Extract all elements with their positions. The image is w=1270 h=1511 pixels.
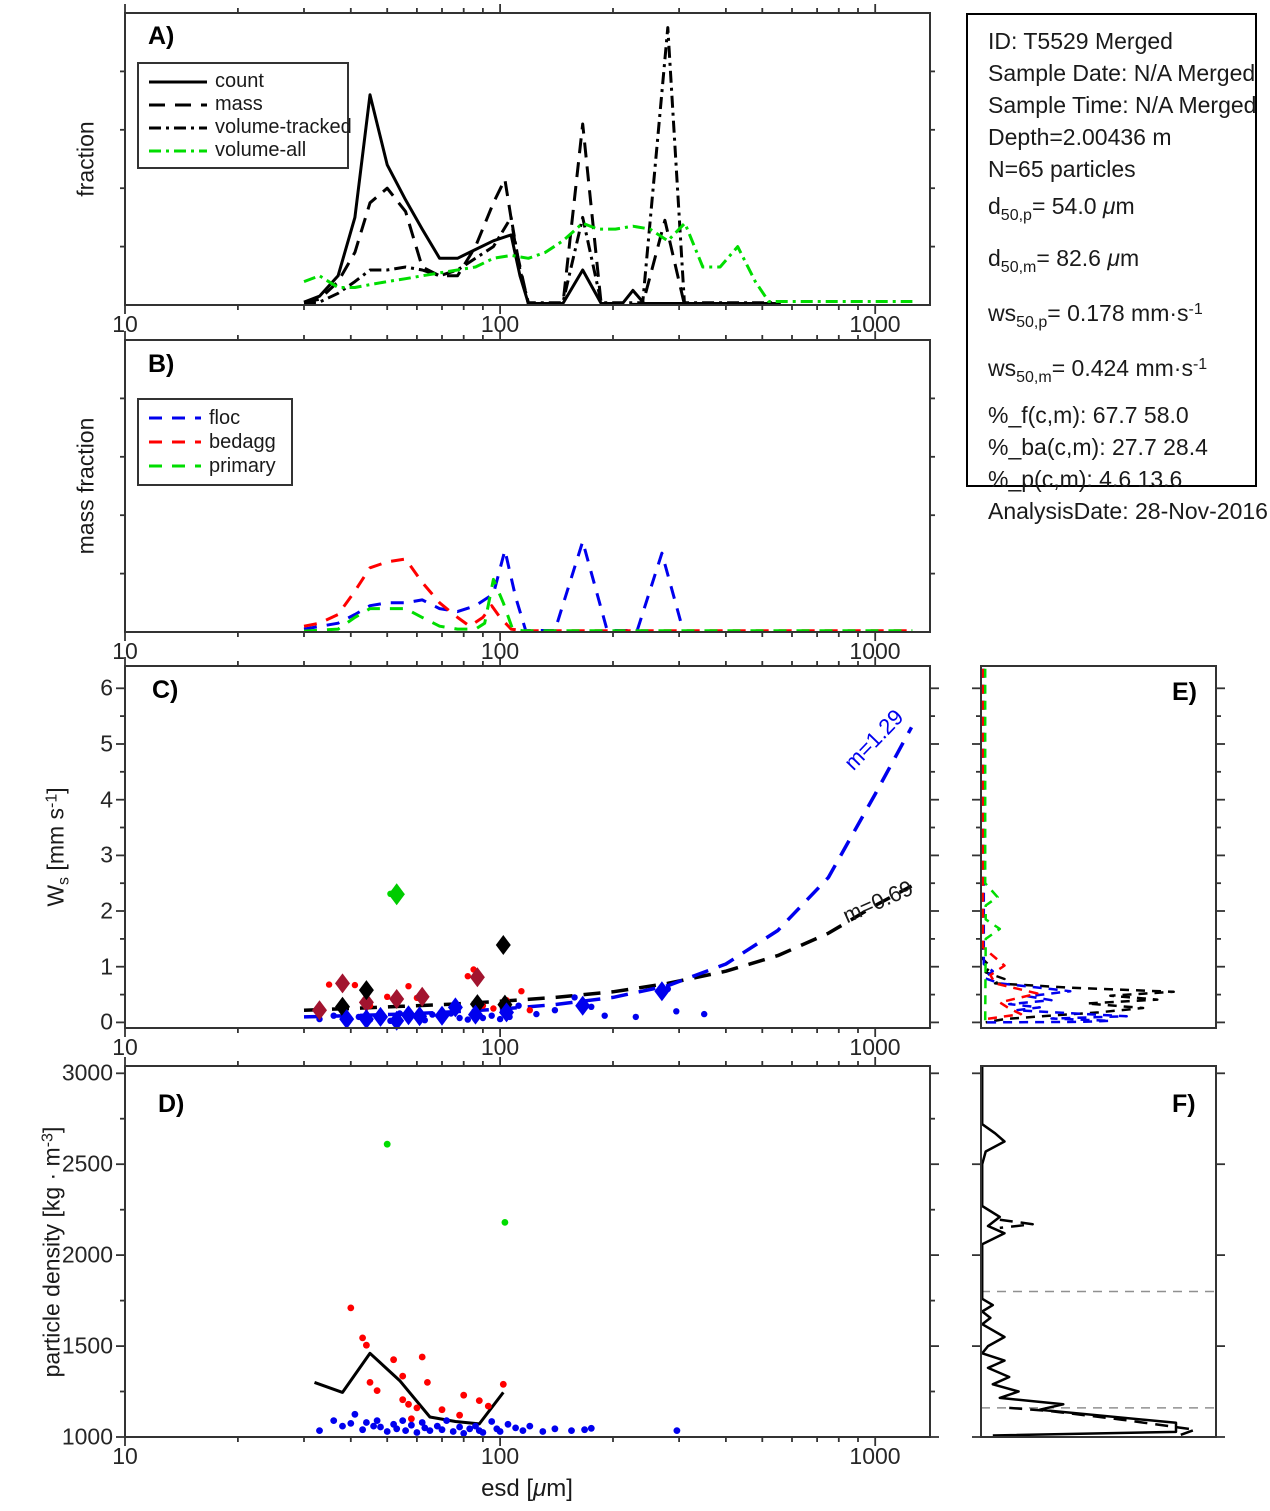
info-line: ws50,p= 0.178 mm·s-1 — [988, 300, 1203, 331]
xtick-label: 100 — [480, 638, 520, 664]
xtick-label: 1000 — [849, 638, 901, 664]
panel-a-ylabel: fraction — [72, 121, 99, 197]
mass-line-sample — [149, 103, 207, 106]
info-line: %_p(c,m): 4.6 13.6 — [988, 466, 1183, 492]
xtick-label: 10 — [112, 638, 138, 664]
primary-line-sample — [149, 464, 201, 468]
info-line: d50,m= 82.6 μm — [988, 245, 1140, 276]
x-axis-title-unit: m] — [546, 1475, 573, 1502]
ytick-label: 5 — [100, 730, 113, 757]
floc-line-sample — [149, 416, 201, 420]
xtick-label: 10 — [112, 311, 138, 337]
legend-item-count: count — [149, 70, 337, 93]
xtick-label: 1000 — [849, 311, 901, 337]
legend-label: mass — [215, 93, 263, 115]
ytick-label: 6 — [100, 674, 113, 701]
bedagg-line-sample — [149, 440, 201, 444]
legend-label: bedagg — [209, 430, 276, 453]
legend-item-floc: floc — [149, 407, 281, 430]
panel-a-plot — [120, 4, 935, 314]
xtick-label: 10 — [112, 1034, 138, 1060]
xtick-label: 100 — [480, 1034, 520, 1060]
legend-panel-b: floc bedagg primary — [137, 398, 293, 486]
legend-item-bedagg: bedagg — [149, 431, 281, 454]
ytick-label: 3000 — [61, 1059, 113, 1086]
density-unit-close: ] — [38, 1126, 65, 1134]
panel-f-letter: F) — [1172, 1090, 1196, 1118]
panel-c-plot — [116, 657, 939, 1037]
ws-symbol: W — [42, 884, 69, 907]
legend-item-mass: mass — [149, 93, 337, 116]
info-box-lines: ID: T5529 Merged Sample Date: N/A Merged S… — [988, 25, 1268, 527]
ytick-label: 4 — [100, 786, 113, 813]
panel-d-letter: D) — [158, 1090, 185, 1118]
panel-b-plot — [120, 331, 935, 641]
panel-c-ylabel: Ws [mm s-1] — [43, 787, 74, 906]
ytick-label: 1 — [100, 953, 113, 980]
ytick-label: 2500 — [61, 1150, 113, 1177]
x-axis-title-text: esd [ — [481, 1475, 534, 1502]
legend-panel-a: count mass volume-tracked volume-all — [137, 62, 352, 169]
panel-e-plot — [972, 665, 1225, 1029]
ytick-label: 2 — [100, 897, 113, 924]
info-line: %_f(c,m): 67.7 58.0 — [988, 402, 1189, 428]
xtick-label: 1000 — [849, 1443, 901, 1469]
legend-label: volume-all — [215, 139, 307, 161]
volume-all-line-sample — [149, 149, 207, 152]
info-line: %_ba(c,m): 27.7 28.4 — [988, 434, 1208, 460]
panel-d-plot — [116, 1057, 939, 1446]
density-exponent: -3 — [39, 1133, 57, 1148]
density-label: particle density [kg · m — [38, 1147, 65, 1378]
ytick-label: 1500 — [61, 1332, 113, 1359]
panel-b-ylabel: mass fraction — [72, 417, 99, 555]
xtick-label: 1000 — [849, 1034, 901, 1060]
info-line: ws50,m= 0.424 mm·s-1 — [988, 355, 1208, 386]
xtick-label: 100 — [480, 311, 520, 337]
legend-item-volume-tracked: volume-tracked — [149, 116, 352, 139]
ytick-label: 1000 — [61, 1423, 113, 1450]
legend-label: primary — [209, 454, 276, 477]
xtick-label: 100 — [480, 1443, 520, 1469]
legend-item-volume-all: volume-all — [149, 139, 337, 162]
panel-d-ylabel: particle density [kg · m-3] — [39, 1127, 66, 1378]
mu-symbol: μ — [533, 1475, 547, 1502]
xtick-label: 10 — [112, 1443, 138, 1469]
ws-unit-close: ] — [42, 787, 69, 794]
info-box: ID: T5529 Merged Sample Date: N/A Merged S… — [966, 13, 1268, 524]
panel-b-letter: B) — [148, 350, 175, 378]
ws-subscript: s — [55, 876, 73, 885]
count-line-sample — [149, 80, 207, 83]
info-line: Sample Date: N/A Merged — [988, 60, 1256, 86]
legend-label: volume-tracked — [215, 116, 352, 138]
panel-c-letter: C) — [152, 676, 179, 704]
panel-e-letter: E) — [1172, 678, 1197, 706]
volume-tracked-line-sample — [149, 126, 207, 129]
panel-a-letter: A) — [148, 22, 175, 50]
legend-item-primary: primary — [149, 455, 281, 478]
info-line: ID: T5529 Merged — [988, 28, 1173, 54]
info-line: d50,p= 54.0 μm — [988, 193, 1135, 224]
legend-label: count — [215, 70, 264, 92]
ytick-label: 2000 — [61, 1241, 113, 1268]
x-axis-title: esd [μm] — [481, 1475, 573, 1503]
legend-label: floc — [209, 406, 241, 429]
ytick-label: 0 — [100, 1008, 113, 1035]
ws-exponent: -1 — [43, 793, 61, 808]
info-line: N=65 particles — [988, 156, 1136, 182]
ws-unit: [mm s — [42, 807, 69, 877]
panel-f-plot — [972, 1065, 1225, 1438]
info-line: Depth=2.00436 m — [988, 124, 1172, 150]
ytick-label: 3 — [100, 841, 113, 868]
info-line: Sample Time: N/A Merged — [988, 92, 1257, 118]
info-line: AnalysisDate: 28-Nov-2016 — [988, 498, 1268, 524]
